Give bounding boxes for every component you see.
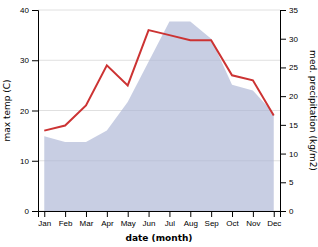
tick-mark bbox=[32, 161, 38, 162]
tick: Aug bbox=[184, 211, 198, 228]
tick-label: Jun bbox=[143, 219, 156, 228]
tick: Apr bbox=[101, 211, 114, 228]
tick: 30 bbox=[20, 56, 38, 65]
tick-label: Mar bbox=[80, 219, 94, 228]
tick-label: 15 bbox=[289, 121, 298, 130]
precip-area bbox=[44, 21, 273, 211]
tick-label: 20 bbox=[20, 107, 29, 116]
tick-label: Feb bbox=[59, 219, 73, 228]
tick-label: 0 bbox=[25, 207, 30, 216]
tick: 5 bbox=[280, 178, 294, 187]
tick-mark bbox=[280, 67, 286, 68]
tick-mark bbox=[280, 96, 286, 97]
grid-line bbox=[38, 10, 280, 11]
tick-mark bbox=[280, 39, 286, 40]
tick: Jun bbox=[143, 211, 156, 228]
tick: 25 bbox=[280, 63, 298, 72]
tick: 0 bbox=[25, 207, 38, 216]
tick-mark bbox=[32, 10, 38, 11]
tick-label: 5 bbox=[289, 178, 294, 187]
tick-mark bbox=[86, 211, 87, 217]
plot: Jan Feb Mar Apr May Jun Jul Aug Sep Oct Nov Dec 0 10 2… bbox=[20, 6, 298, 228]
x-axis-title: date (month) bbox=[126, 233, 193, 243]
tick: 35 bbox=[280, 6, 298, 15]
tick: Oct bbox=[226, 211, 239, 228]
tick-mark bbox=[65, 211, 66, 217]
tick-label: Jan bbox=[38, 219, 51, 228]
tick-mark bbox=[280, 10, 286, 11]
y2-axis: 0 5 10 15 20 25 30 35 bbox=[280, 6, 298, 216]
tick: Sep bbox=[205, 211, 220, 228]
tick-mark bbox=[232, 211, 233, 217]
tick-label: 10 bbox=[289, 150, 298, 159]
tick-label: May bbox=[121, 219, 136, 228]
tick-mark bbox=[32, 60, 38, 61]
temp-line bbox=[44, 30, 273, 131]
tick-mark bbox=[32, 211, 38, 212]
tick: Jan bbox=[38, 211, 51, 228]
tick-label: Sep bbox=[205, 219, 220, 228]
tick-mark bbox=[32, 111, 38, 112]
tick-label: Oct bbox=[226, 219, 239, 228]
tick-label: 10 bbox=[20, 157, 29, 166]
tick-mark bbox=[280, 125, 286, 126]
tick-label: 40 bbox=[20, 6, 29, 15]
tick: 20 bbox=[280, 92, 298, 101]
x-axis: Jan Feb Mar Apr May Jun Jul Aug Sep Oct Nov Dec bbox=[38, 211, 281, 228]
tick-label: 30 bbox=[289, 35, 298, 44]
tick-mark bbox=[211, 211, 212, 217]
chart: Jan Feb Mar Apr May Jun Jul Aug Sep Oct Nov Dec 0 10 2… bbox=[0, 0, 318, 247]
y2-axis-title: med. precipitation (kg/m2) bbox=[308, 50, 318, 171]
tick-label: Apr bbox=[101, 219, 114, 228]
y-axis: 0 10 20 30 40 bbox=[20, 6, 38, 216]
tick: 10 bbox=[20, 157, 38, 166]
tick-label: 35 bbox=[289, 6, 298, 15]
tick: Feb bbox=[59, 211, 73, 228]
tick-label: Jul bbox=[165, 219, 175, 228]
tick: 30 bbox=[280, 35, 298, 44]
tick: Nov bbox=[246, 211, 260, 228]
tick-mark bbox=[190, 211, 191, 217]
tick-label: 0 bbox=[289, 207, 294, 216]
tick-label: Dec bbox=[267, 219, 281, 228]
tick-mark bbox=[44, 211, 45, 217]
tick-label: 25 bbox=[289, 63, 298, 72]
tick-label: 30 bbox=[20, 56, 29, 65]
tick-mark bbox=[169, 211, 170, 217]
tick: May bbox=[121, 211, 136, 228]
tick-label: Nov bbox=[246, 219, 260, 228]
tick-mark bbox=[274, 211, 275, 217]
tick: 10 bbox=[280, 150, 298, 159]
tick-label: 20 bbox=[289, 92, 298, 101]
tick: 40 bbox=[20, 6, 38, 15]
tick-mark bbox=[280, 182, 286, 183]
tick: 20 bbox=[20, 107, 38, 116]
tick-mark bbox=[280, 211, 286, 212]
tick-mark bbox=[107, 211, 108, 217]
y-axis-title: max temp (C) bbox=[2, 79, 12, 141]
tick: 15 bbox=[280, 121, 298, 130]
axis-line bbox=[32, 11, 39, 212]
marks bbox=[44, 21, 273, 211]
tick: Jul bbox=[165, 211, 175, 228]
axis-line bbox=[281, 11, 287, 212]
tick-mark bbox=[253, 211, 254, 217]
grid bbox=[38, 10, 280, 211]
tick: Dec bbox=[267, 211, 281, 228]
tick-mark bbox=[128, 211, 129, 217]
tick: 0 bbox=[280, 207, 294, 216]
tick: Mar bbox=[80, 211, 94, 228]
tick-label: Aug bbox=[184, 219, 198, 228]
axis-line bbox=[39, 212, 281, 218]
tick-mark bbox=[149, 211, 150, 217]
tick-mark bbox=[280, 154, 286, 155]
